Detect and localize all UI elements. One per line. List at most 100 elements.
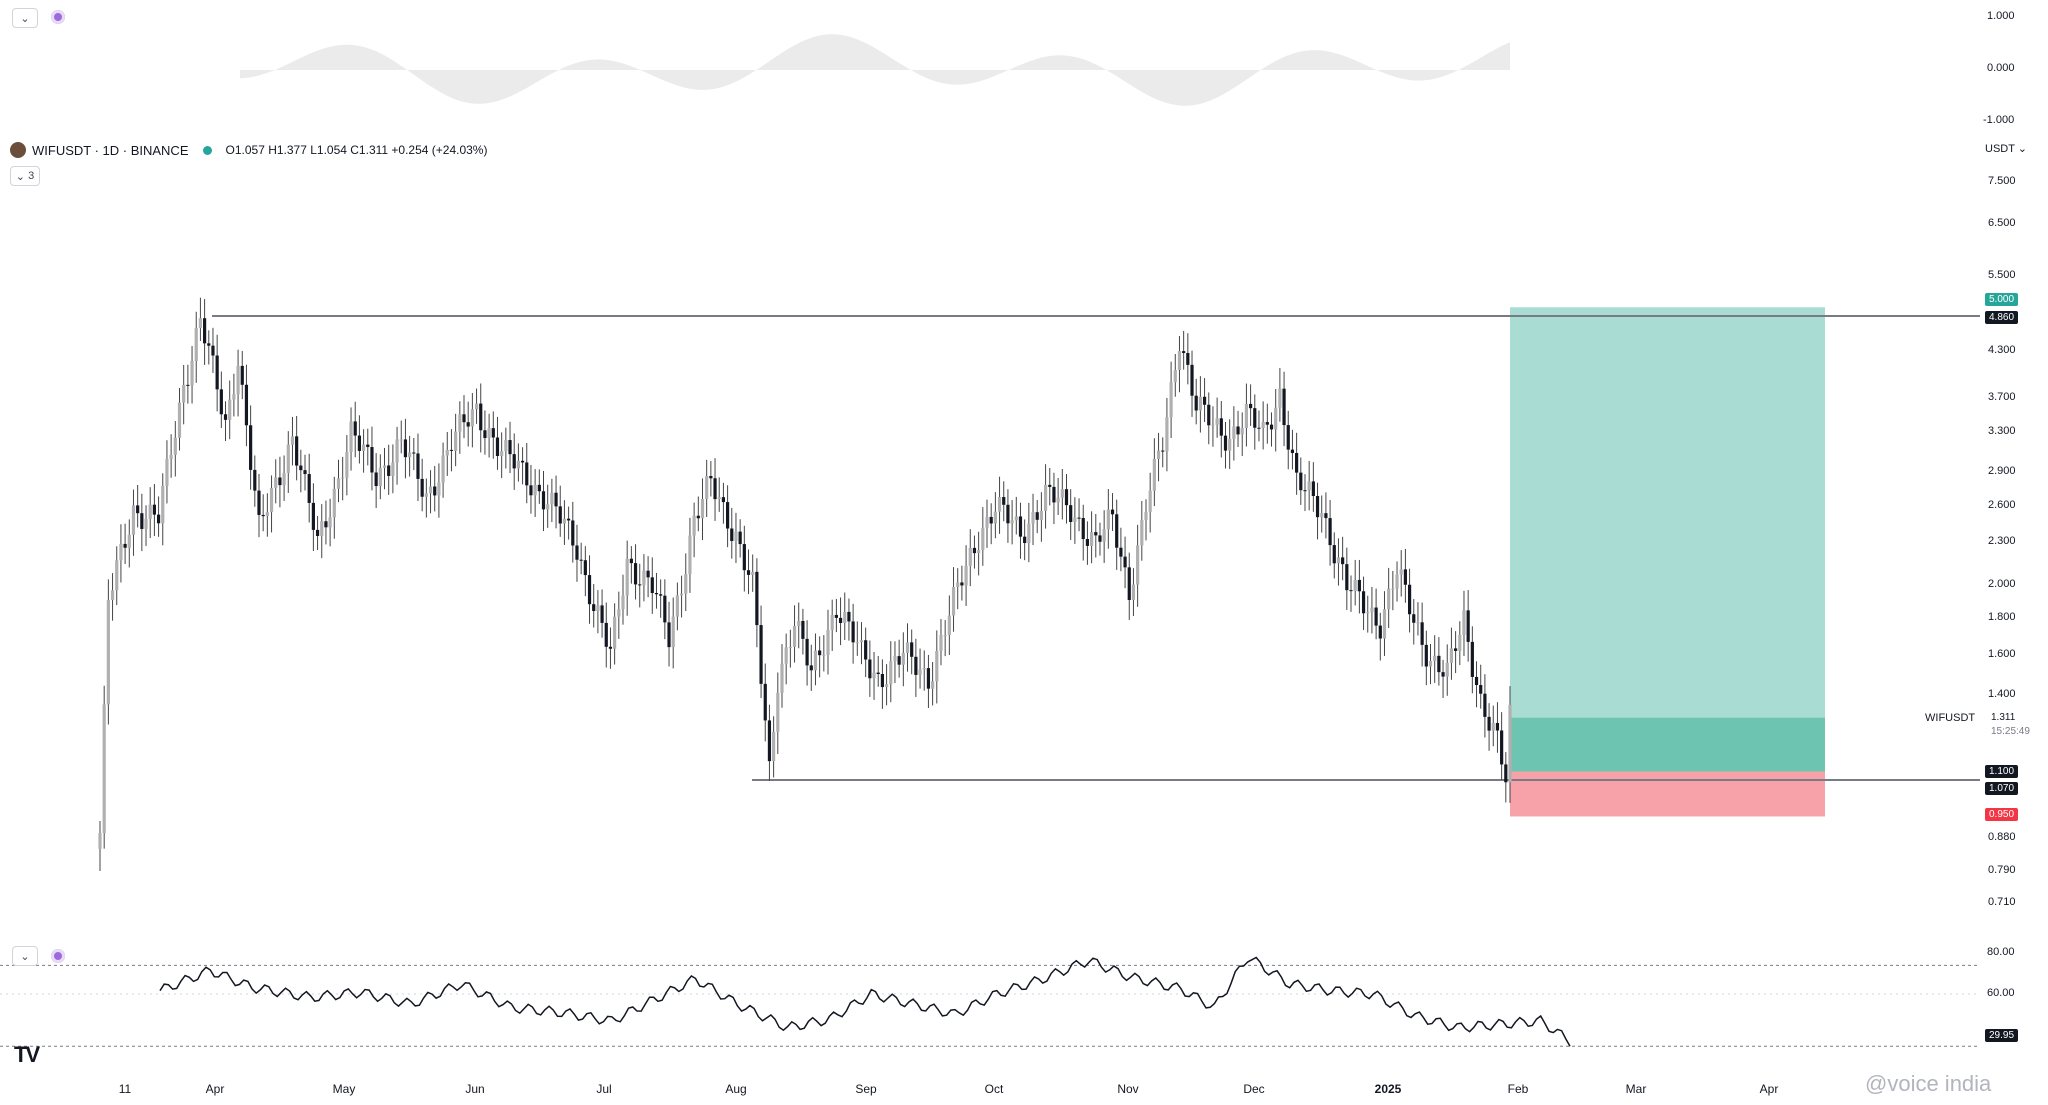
candle-body xyxy=(374,472,378,487)
candle-body xyxy=(328,517,332,528)
candle-body xyxy=(215,355,219,390)
price-axis[interactable]: 7.500 6.500 5.500 4.300 3.700 3.300 2.900 2.600… xyxy=(1988,175,2016,908)
candle-body xyxy=(454,431,458,451)
candle-body xyxy=(822,654,826,656)
candle-body xyxy=(387,465,391,476)
candle-body xyxy=(1198,396,1202,411)
candle-body xyxy=(408,452,412,458)
candle-body xyxy=(131,505,136,535)
candle-body xyxy=(725,502,730,529)
candle-body xyxy=(1048,484,1052,487)
tradingview-logo[interactable]: TV xyxy=(14,1042,40,1067)
candle-body xyxy=(295,436,299,466)
candle-body xyxy=(943,635,947,637)
candle-body xyxy=(140,513,144,529)
candle-body xyxy=(1278,388,1282,408)
candle-body xyxy=(679,593,684,596)
candle-body xyxy=(219,389,223,415)
top-axis-tick-2: 0.000 xyxy=(1987,62,2015,74)
candle-body xyxy=(479,403,483,431)
top-axis-tick-1: 1.000 xyxy=(1987,10,2015,22)
candle-body xyxy=(382,465,387,468)
resistance-price-badge: 4.860 xyxy=(1985,311,2019,324)
candle-body xyxy=(240,365,244,385)
candle-body xyxy=(671,616,675,648)
candle-body xyxy=(290,436,295,445)
candle-body xyxy=(1010,520,1014,524)
candle-body xyxy=(1345,564,1349,591)
candle-body xyxy=(1127,567,1131,600)
time-axis[interactable]: 11 Apr May Jun Jul Aug Sep Oct Nov Dec 2025 Feb Mar A… xyxy=(119,1082,1779,1096)
candle-body xyxy=(1324,513,1328,519)
candle-body xyxy=(512,454,516,469)
candle-body xyxy=(1261,422,1265,429)
candle-body xyxy=(851,621,855,643)
candle-body xyxy=(650,577,654,593)
candle-body xyxy=(470,409,474,427)
candle-body xyxy=(1027,523,1031,544)
price-tick-label: 3.700 xyxy=(1988,391,2016,403)
candle-body xyxy=(1341,557,1345,565)
indicator-visibility-icon[interactable] xyxy=(51,10,65,24)
horizontal-levels xyxy=(212,315,1980,781)
candle-body xyxy=(730,528,734,542)
candle-body xyxy=(763,683,767,721)
candle-body xyxy=(1315,495,1320,518)
time-tick-label: Jul xyxy=(596,1082,611,1096)
candle-body xyxy=(529,485,533,496)
candle-body xyxy=(437,482,441,496)
candle-body xyxy=(922,668,926,670)
candle-body xyxy=(859,640,864,643)
candle-body xyxy=(742,544,746,571)
candle-body xyxy=(500,451,504,457)
time-tick-label: Sep xyxy=(855,1082,877,1096)
candle-body xyxy=(1374,607,1378,626)
candle-body xyxy=(931,681,935,689)
candle-body xyxy=(872,672,876,679)
candle-body xyxy=(403,439,408,458)
candle-body xyxy=(1064,489,1069,506)
candle-body xyxy=(989,516,993,524)
candle-body xyxy=(537,484,541,492)
candle-body xyxy=(1131,584,1136,600)
candle-body xyxy=(600,605,604,623)
candle-body xyxy=(449,449,454,451)
candle-body xyxy=(567,518,571,521)
candle-body xyxy=(659,594,663,596)
candle-body xyxy=(905,642,910,653)
candle-body xyxy=(977,550,981,554)
candle-body xyxy=(127,534,131,548)
candle-body xyxy=(546,504,550,510)
candle-body xyxy=(320,521,324,536)
rsi-visibility-icon[interactable] xyxy=(51,949,65,963)
candle-body xyxy=(466,422,470,427)
collapse-rsi-pane-button[interactable]: ⌄ xyxy=(12,946,38,966)
collapse-top-pane-button[interactable]: ⌄ xyxy=(12,8,38,28)
candle-body xyxy=(1295,452,1299,473)
candle-body xyxy=(1031,512,1035,524)
stop-price-badge: 0.950 xyxy=(1985,808,2019,821)
candle-body xyxy=(1433,655,1437,661)
candle-body xyxy=(1428,660,1433,667)
candle-body xyxy=(780,663,784,693)
candle-body xyxy=(1023,536,1027,544)
candle-body xyxy=(1370,607,1374,613)
candle-body xyxy=(424,493,428,497)
candle-body xyxy=(997,497,1002,512)
candle-body xyxy=(1156,450,1161,460)
candle-body xyxy=(1106,509,1110,530)
candle-body xyxy=(491,428,495,438)
candle-body xyxy=(826,629,830,655)
candle-body xyxy=(1069,505,1073,523)
collapse-indicators-button[interactable]: ⌄ 3 xyxy=(10,166,40,186)
currency-selector[interactable]: USDT ⌄ xyxy=(1985,143,2028,155)
candle-body xyxy=(604,622,608,647)
candle-body xyxy=(115,560,119,591)
candle-body xyxy=(102,704,106,834)
candle-body xyxy=(336,478,341,489)
symbol-label[interactable]: WIFUSDT · 1D · BINANCE xyxy=(32,142,189,158)
candle-body xyxy=(1336,557,1341,564)
target-zone xyxy=(1510,307,1825,772)
top-axis-tick-3: -1.000 xyxy=(1983,114,2015,126)
